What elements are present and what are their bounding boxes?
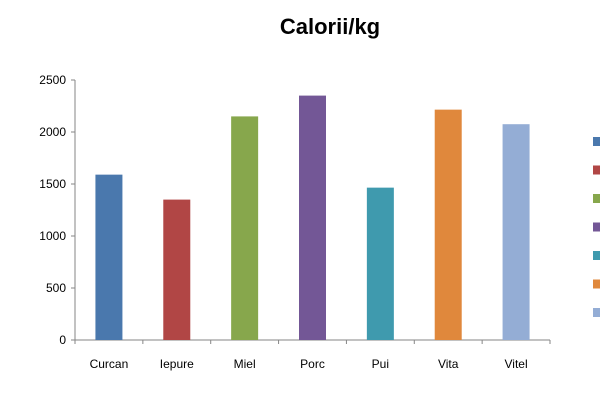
x-tick-label: Vitel — [505, 357, 528, 371]
bar-pui — [366, 187, 394, 340]
legend-swatch-pui — [593, 251, 600, 260]
x-tick-label: Curcan — [90, 357, 129, 371]
x-tick-label: Pui — [372, 357, 389, 371]
y-tick-label: 2000 — [39, 125, 66, 139]
bar-iepure — [163, 199, 191, 340]
y-axis-ticks: 0 500 1000 1500 2000 2500 — [39, 73, 75, 347]
legend — [593, 137, 600, 317]
legend-swatch-vita — [593, 279, 600, 289]
y-tick-label: 1000 — [39, 229, 66, 243]
bars — [95, 95, 530, 341]
x-tick-label: Iepure — [160, 357, 194, 371]
legend-swatch-iepure — [593, 165, 600, 175]
x-tick-label: Vita — [438, 357, 459, 371]
legend-swatch-miel — [593, 194, 600, 203]
bar-porc — [299, 95, 326, 340]
y-tick-label: 0 — [59, 333, 66, 347]
legend-swatch-porc — [593, 222, 600, 232]
bar-vitel — [502, 124, 530, 340]
x-tick-label: Miel — [234, 357, 256, 371]
chart-title: Calorii/kg — [279, 14, 381, 39]
legend-swatch-vitel — [593, 308, 600, 317]
bar-curcan — [95, 174, 123, 340]
y-tick-label: 500 — [46, 281, 66, 295]
bar-vita — [434, 109, 462, 340]
y-tick-label: 1500 — [39, 177, 66, 191]
y-tick-label: 2500 — [39, 73, 66, 87]
x-tick-label: Porc — [300, 357, 325, 371]
legend-swatch-curcan — [593, 137, 600, 146]
bar-miel — [231, 116, 259, 341]
x-axis-labels: Curcan Iepure Miel Porc Pui Vita Vitel — [74, 340, 551, 371]
